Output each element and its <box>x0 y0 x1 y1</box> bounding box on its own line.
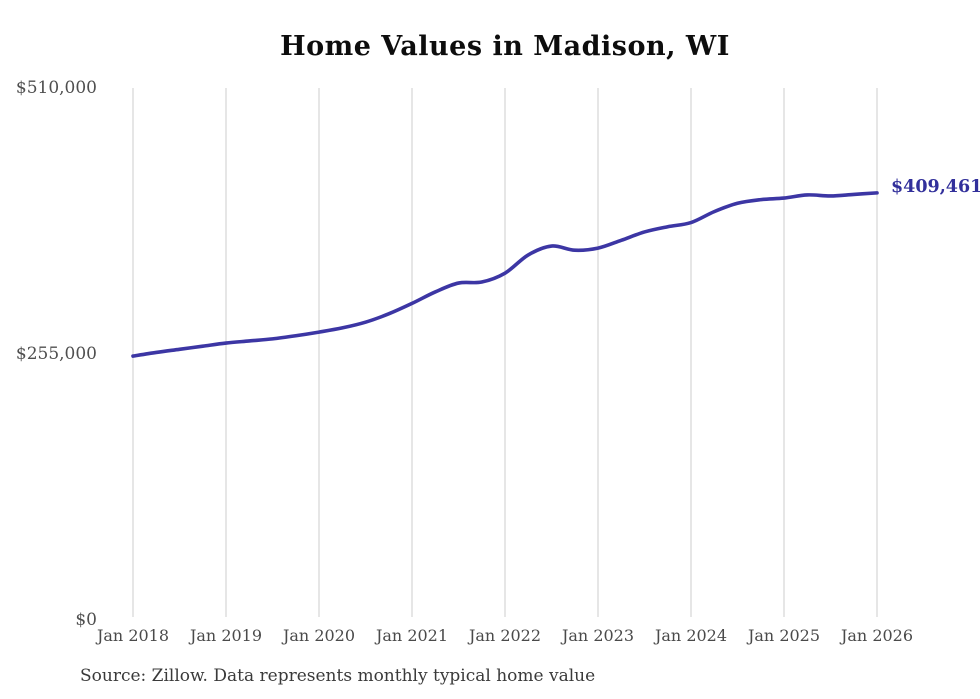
x-axis-tick-label: Jan 2022 <box>468 626 542 645</box>
gridlines <box>132 88 878 617</box>
x-axis-tick-label: Jan 2026 <box>840 626 914 645</box>
x-axis-tick-label: Jan 2021 <box>375 626 449 645</box>
x-axis-tick-label: Jan 2019 <box>189 626 263 645</box>
x-axis-tick-label: Jan 2025 <box>747 626 821 645</box>
x-axis-tick-label: Jan 2018 <box>96 626 170 645</box>
x-axis-tick-label: Jan 2020 <box>282 626 356 645</box>
x-axis-tick-label: Jan 2023 <box>561 626 635 645</box>
x-axis-tick-label: Jan 2024 <box>654 626 728 645</box>
end-value-label: $409,461 <box>891 176 980 197</box>
y-axis-tick-label: $510,000 <box>15 78 97 98</box>
chart-title: Home Values in Madison, WI <box>280 31 730 62</box>
home-value-line <box>131 191 879 358</box>
source-note: Source: Zillow. Data represents monthly … <box>80 666 596 686</box>
y-axis-tick-label: $0 <box>75 610 97 630</box>
y-axis-tick-label: $255,000 <box>15 344 97 364</box>
